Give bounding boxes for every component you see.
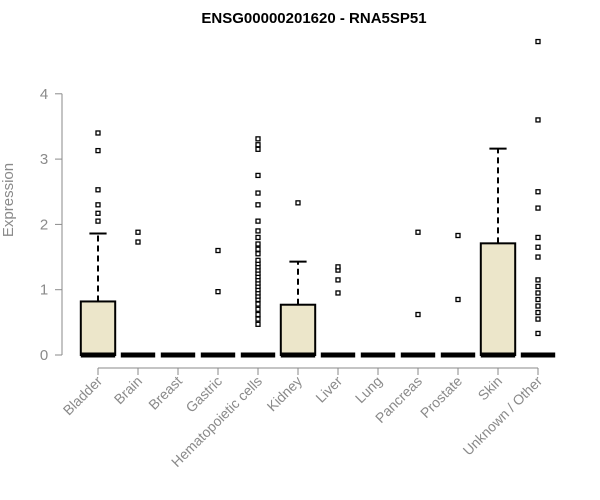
y-tick-label-4: 4 — [40, 86, 48, 103]
outlier-point — [95, 210, 101, 216]
outlier-point — [455, 296, 461, 303]
y-tick-label-3: 3 — [40, 151, 48, 168]
outlier-point — [535, 296, 541, 303]
outlier-point — [95, 202, 101, 208]
box-9 — [440, 232, 476, 358]
outlier-point — [255, 301, 261, 307]
box-body — [479, 242, 517, 357]
box-4 — [240, 136, 276, 358]
outlier-point — [535, 189, 541, 195]
outlier-point — [255, 246, 261, 252]
boxes-group — [79, 38, 556, 358]
box-11 — [520, 38, 556, 358]
box-0 — [79, 130, 117, 358]
box-body — [279, 303, 317, 356]
outlier-point — [135, 239, 141, 245]
outlier-point — [335, 277, 341, 283]
x-tick-label-6: Liver — [312, 373, 345, 406]
box-10 — [479, 147, 517, 358]
outlier-point — [535, 283, 541, 290]
x-tick-label-10: Skin — [475, 373, 506, 404]
outlier-point — [535, 316, 541, 322]
outlier-point — [255, 202, 261, 208]
outlier-point — [535, 303, 541, 309]
outlier-point — [255, 142, 261, 148]
outlier-point — [535, 277, 541, 283]
box-6 — [320, 264, 356, 358]
outlier-point — [255, 218, 261, 224]
x-tick-label-9: Prostate — [417, 373, 465, 421]
x-tick-label-5: Kidney — [264, 373, 306, 415]
outlier-point — [255, 241, 261, 247]
y-axis: 0 1 2 3 4 — [40, 86, 63, 364]
y-tick-label-1: 1 — [40, 282, 48, 299]
x-tick-label-0: Bladder — [60, 373, 106, 419]
chart-title: ENSG00000201620 - RNA5SP51 — [201, 10, 426, 27]
box-body — [79, 300, 117, 357]
outlier-point — [295, 200, 301, 206]
outlier-point — [95, 147, 101, 154]
outlier-point — [535, 244, 541, 250]
outlier-point — [255, 234, 261, 241]
outlier-point — [335, 264, 341, 270]
y-tick-label-0: 0 — [40, 347, 48, 364]
outlier-point — [535, 205, 541, 211]
outlier-point — [95, 130, 101, 136]
outlier-point — [255, 172, 261, 179]
y-axis-label: Expression — [0, 163, 17, 237]
outlier-point — [95, 187, 101, 193]
outlier-point — [255, 146, 261, 152]
box-3 — [200, 247, 236, 358]
outlier-point — [255, 257, 261, 263]
outlier-point — [535, 234, 541, 241]
outlier-point — [215, 247, 221, 254]
outlier-point — [255, 190, 261, 196]
x-tick-label-1: Brain — [111, 373, 145, 407]
outlier-point — [535, 290, 541, 296]
outlier-point — [535, 117, 541, 123]
outlier-point — [255, 321, 261, 327]
outlier-point — [255, 228, 261, 234]
outlier-point — [415, 229, 421, 235]
outlier-point — [335, 290, 341, 296]
x-tick-label-7: Lung — [352, 373, 385, 406]
outlier-point — [535, 309, 541, 316]
box-5 — [279, 200, 317, 358]
outlier-point — [415, 311, 421, 318]
x-tick-label-2: Breast — [145, 373, 185, 413]
outlier-point — [255, 306, 261, 312]
outlier-point — [535, 254, 541, 260]
outlier-point — [255, 316, 261, 322]
box-1 — [120, 229, 156, 358]
y-tick-label-2: 2 — [40, 216, 48, 233]
outlier-point — [535, 38, 541, 45]
outlier-point — [455, 232, 461, 239]
outlier-point — [255, 251, 261, 257]
outlier-point — [215, 289, 221, 295]
box-8 — [400, 229, 436, 358]
outlier-point — [95, 218, 101, 224]
outlier-point — [135, 229, 141, 235]
outlier-point — [255, 136, 261, 142]
outlier-point — [255, 311, 261, 318]
outlier-point — [535, 330, 541, 337]
